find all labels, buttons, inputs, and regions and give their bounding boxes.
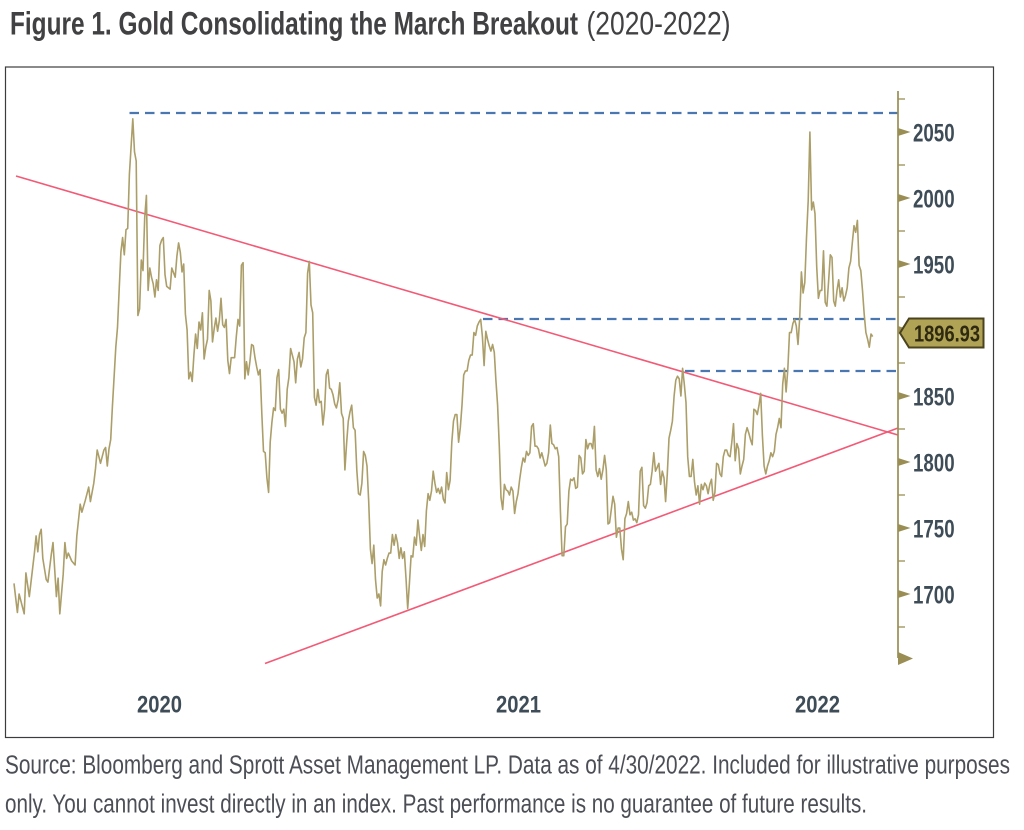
- svg-text:2000: 2000: [913, 186, 955, 213]
- svg-text:1700: 1700: [913, 582, 955, 609]
- svg-text:2050: 2050: [913, 120, 955, 147]
- svg-text:1750: 1750: [913, 516, 955, 543]
- svg-text:only. You cannot invest direct: only. You cannot invest directly in an i…: [5, 789, 867, 819]
- svg-text:2020: 2020: [137, 692, 182, 719]
- svg-text:1800: 1800: [913, 450, 955, 477]
- svg-text:1850: 1850: [913, 384, 955, 411]
- svg-text:Figure 1. Gold Consolidating t: Figure 1. Gold Consolidating the March B…: [10, 5, 578, 41]
- svg-text:(2020-2022): (2020-2022): [587, 5, 731, 41]
- svg-text:Source: Bloomberg and Sprott A: Source: Bloomberg and Sprott Asset Manag…: [5, 750, 1010, 780]
- svg-text:1950: 1950: [913, 252, 955, 279]
- svg-text:1896.93: 1896.93: [914, 321, 980, 347]
- svg-text:2021: 2021: [496, 692, 541, 719]
- svg-text:2022: 2022: [795, 692, 840, 719]
